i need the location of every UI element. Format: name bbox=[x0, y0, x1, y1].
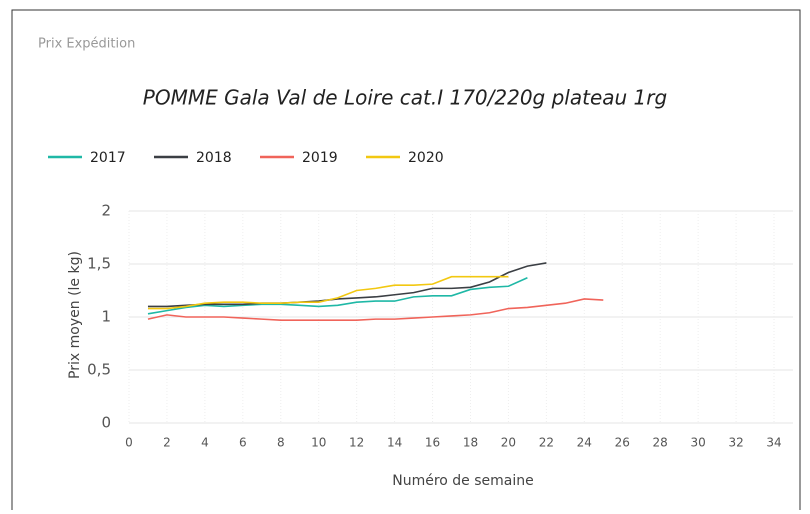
legend-label: 2020 bbox=[408, 150, 444, 166]
x-tick-label: 30 bbox=[691, 436, 706, 450]
series-line bbox=[147, 277, 528, 315]
legend-label: 2018 bbox=[196, 150, 232, 166]
y-axis-label: Prix moyen (le kg) bbox=[67, 251, 83, 379]
series-line bbox=[147, 298, 604, 321]
x-tick-label: 16 bbox=[425, 436, 440, 450]
x-tick-label: 6 bbox=[239, 436, 247, 450]
x-tick-label: 28 bbox=[653, 436, 668, 450]
x-tick-label: 26 bbox=[615, 436, 630, 450]
x-axis-label: Numéro de semaine bbox=[392, 473, 534, 489]
y-tick-label: 0 bbox=[101, 414, 111, 432]
y-tick-label: 0,5 bbox=[87, 361, 111, 379]
panel-border bbox=[11, 9, 801, 514]
x-tick-label: 12 bbox=[349, 436, 364, 450]
series-line bbox=[147, 275, 509, 310]
legend-label: 2019 bbox=[302, 150, 338, 166]
legend-label: 2017 bbox=[90, 150, 126, 166]
x-tick-label: 2 bbox=[163, 436, 171, 450]
y-tick-label: 1 bbox=[101, 308, 111, 326]
y-tick-label: 1,5 bbox=[87, 255, 111, 273]
x-tick-label: 24 bbox=[577, 436, 592, 450]
x-tick-label: 32 bbox=[728, 436, 743, 450]
x-tick-label: 8 bbox=[277, 436, 285, 450]
x-tick-label: 14 bbox=[387, 436, 402, 450]
x-tick-label: 0 bbox=[125, 436, 133, 450]
x-tick-label: 18 bbox=[463, 436, 478, 450]
chart-title: POMME Gala Val de Loire cat.I 170/220g p… bbox=[143, 86, 667, 110]
panel-header: Prix Expédition bbox=[38, 37, 135, 52]
x-tick-label: 20 bbox=[501, 436, 516, 450]
series-line bbox=[147, 262, 547, 308]
x-tick-label: 10 bbox=[311, 436, 326, 450]
x-tick-label: 34 bbox=[766, 436, 781, 450]
x-tick-label: 4 bbox=[201, 436, 209, 450]
x-tick-label: 22 bbox=[539, 436, 554, 450]
y-tick-label: 2 bbox=[101, 202, 111, 220]
